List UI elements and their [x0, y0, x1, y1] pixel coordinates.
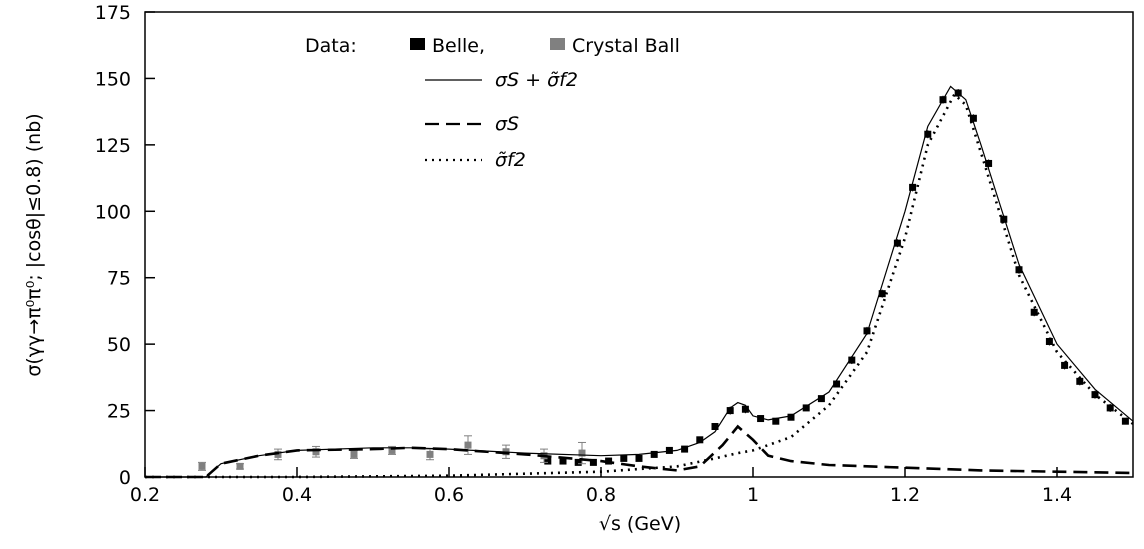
y-tick-label: 100: [95, 201, 131, 223]
data-point: [1076, 377, 1084, 385]
data-point: [574, 458, 582, 466]
data-point: [350, 450, 358, 458]
legend-label: σ̃f2: [495, 149, 526, 171]
data-point: [559, 457, 567, 465]
data-point: [544, 457, 552, 465]
data-point: [620, 454, 628, 462]
data-point: [650, 450, 658, 458]
data-point: [464, 441, 472, 449]
data-point: [863, 327, 871, 335]
x-tick-label: 0.6: [434, 484, 464, 506]
data-point: [802, 404, 810, 412]
data-point: [426, 450, 434, 458]
data-point: [589, 458, 597, 466]
x-tick-label: 0.2: [130, 484, 160, 506]
curve-dashed: [145, 424, 1134, 479]
data-point: [848, 356, 856, 364]
data-point: [274, 450, 282, 458]
data-point: [969, 114, 977, 122]
x-tick-label: 0.4: [282, 484, 312, 506]
plot-frame: [144, 11, 1134, 478]
data-point: [1091, 391, 1099, 399]
data-point: [833, 380, 841, 388]
x-tick-label: 1.2: [890, 484, 920, 506]
data-point: [1106, 404, 1114, 412]
data-point: [1045, 337, 1053, 345]
y-tick-label: 125: [95, 135, 131, 157]
data-point: [1015, 266, 1023, 274]
data-point: [985, 159, 993, 167]
data-point: [312, 448, 320, 456]
legend-label: σS + σ̃f2: [495, 69, 578, 91]
y-tick-label: 150: [95, 68, 131, 90]
data-point: [1030, 308, 1038, 316]
curve-solid: [145, 85, 1134, 478]
data-point: [893, 239, 901, 247]
y-tick-label: 175: [95, 2, 131, 24]
data-point: [726, 407, 734, 415]
legend-label: Crystal Ball: [572, 35, 680, 57]
data-point: [878, 290, 886, 298]
legend-title: Data:: [305, 35, 357, 57]
legend-label: Belle,: [432, 35, 485, 57]
y-tick-label: 75: [107, 268, 131, 290]
data-point: [696, 436, 704, 444]
legend-marker: [550, 38, 565, 50]
data-point: [1000, 215, 1008, 223]
data-point: [741, 405, 749, 413]
data-point: [198, 462, 206, 470]
data-point: [388, 446, 396, 454]
data-point: [578, 449, 586, 457]
y-tick-label: 50: [107, 334, 131, 356]
data-point: [757, 415, 765, 423]
y-axis-label: σ(γγ→π⁰π⁰; |cosθ|≤0.8) (nb): [23, 113, 45, 376]
y-tick-label: 25: [107, 401, 131, 423]
data-point: [665, 446, 673, 454]
x-tick-label: 1.4: [1042, 484, 1072, 506]
data-point: [924, 130, 932, 138]
curve-dotted: [145, 92, 1134, 479]
data-point: [635, 454, 643, 462]
x-tick-label: 1: [747, 484, 759, 506]
y-tick-label: 0: [119, 467, 131, 489]
data-point: [681, 445, 689, 453]
x-axis-label: √s (GeV): [599, 513, 681, 535]
legend-marker: [410, 38, 425, 50]
data-point: [772, 417, 780, 425]
data-point: [787, 413, 795, 421]
legend-label: σS: [495, 113, 519, 135]
x-tick-label: 0.8: [586, 484, 616, 506]
data-point: [909, 183, 917, 191]
data-point: [236, 462, 244, 470]
data-point: [1061, 361, 1069, 369]
data-point: [1121, 417, 1129, 425]
data-point: [817, 395, 825, 403]
data-point: [711, 423, 719, 431]
